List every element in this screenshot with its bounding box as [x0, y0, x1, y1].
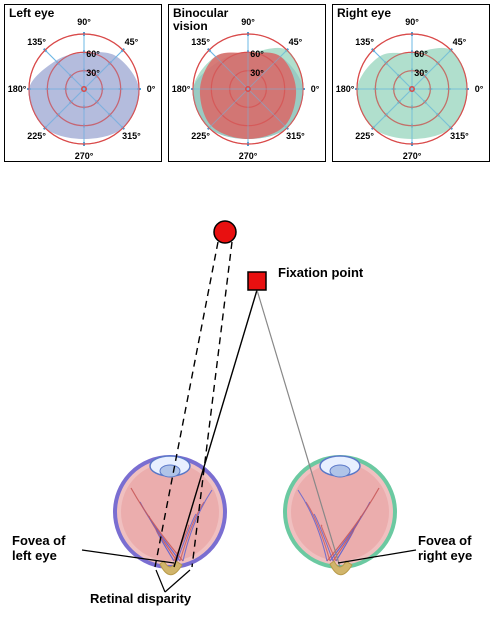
ring-label: 30° — [414, 68, 428, 78]
angle-label: 180° — [336, 84, 355, 94]
angle-label: 90° — [405, 17, 419, 27]
ring-label: 60° — [250, 49, 264, 59]
panel-title: Right eye — [337, 7, 391, 20]
ring-label: 30° — [250, 68, 264, 78]
fixation-point-icon — [248, 272, 266, 290]
angle-label: 270° — [239, 151, 258, 161]
vf-panel: Left eye 0° 45° 90° 135° 180° 225° 270° 315° 30° 6… — [4, 4, 162, 162]
ring-label: 60° — [414, 49, 428, 59]
angle-label: 225° — [355, 131, 374, 141]
angle-label: 225° — [191, 131, 210, 141]
angle-label: 0° — [311, 84, 320, 94]
fixation-point-label: Fixation point — [278, 266, 363, 281]
left-fovea-label: Fovea ofleft eye — [12, 534, 65, 564]
vf-panel: Right eye 0° 45° 90° 135° 180° 225° 270° 315° 30°… — [332, 4, 490, 162]
angle-label: 135° — [355, 37, 374, 47]
ring-label: 60° — [86, 49, 100, 59]
angle-label: 180° — [8, 84, 27, 94]
angle-label: 45° — [125, 37, 139, 47]
angle-label: 270° — [403, 151, 422, 161]
angle-label: 0° — [475, 84, 484, 94]
panel-title: Left eye — [9, 7, 54, 20]
ring-label: 30° — [86, 68, 100, 78]
angle-label: 135° — [27, 37, 46, 47]
angle-label: 180° — [172, 84, 191, 94]
right-fovea-label: Fovea ofright eye — [418, 534, 472, 564]
panel-title: Binocularvision — [173, 7, 228, 33]
angle-label: 45° — [453, 37, 467, 47]
angle-label: 90° — [241, 17, 255, 27]
vf-panel: Binocularvision 0° 45° 90° 135° 180° 225° 270° 3… — [168, 4, 326, 162]
angle-label: 135° — [191, 37, 210, 47]
angle-label: 90° — [77, 17, 91, 27]
retinal-disparity-label: Retinal disparity — [90, 592, 191, 607]
far-object-icon — [214, 221, 236, 243]
angle-label: 225° — [27, 131, 46, 141]
angle-label: 270° — [75, 151, 94, 161]
angle-label: 315° — [122, 131, 141, 141]
angle-label: 315° — [450, 131, 469, 141]
angle-label: 45° — [289, 37, 303, 47]
angle-label: 0° — [147, 84, 156, 94]
angle-label: 315° — [286, 131, 305, 141]
